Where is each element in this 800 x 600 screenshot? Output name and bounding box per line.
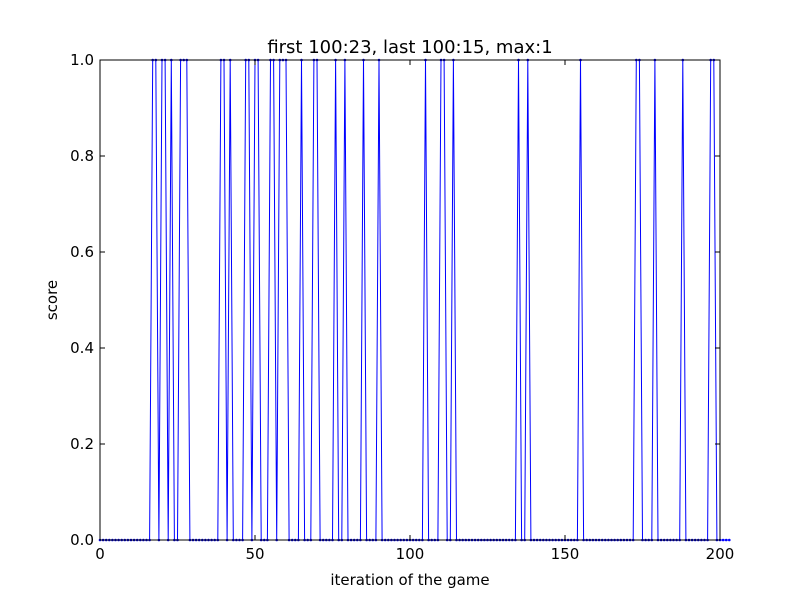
x-axis-label: iteration of the game	[330, 571, 489, 589]
data-point	[721, 538, 725, 542]
y-tick-label: 0.0	[70, 531, 94, 549]
y-axis-label: score	[43, 280, 61, 320]
x-tick-label: 150	[551, 545, 580, 563]
x-tick-label: 0	[95, 545, 105, 563]
y-tick-label: 0.6	[70, 243, 94, 261]
y-tick-label: 0.4	[70, 339, 94, 357]
data-point	[724, 538, 728, 542]
chart-title: first 100:23, last 100:15, max:1	[267, 37, 552, 58]
y-tick-label: 0.8	[70, 147, 94, 165]
x-tick-label: 100	[396, 545, 425, 563]
x-tick-label: 200	[706, 545, 735, 563]
y-tick-label: 1.0	[70, 51, 94, 69]
y-tick-label: 0.2	[70, 435, 94, 453]
x-tick-label: 50	[245, 545, 264, 563]
plot-area-background	[100, 60, 720, 540]
x-axis: 0 50 100 150 200	[95, 60, 734, 563]
y-axis: 0.0 0.2 0.4 0.6 0.8 1.0	[70, 51, 720, 549]
data-point	[728, 538, 731, 542]
